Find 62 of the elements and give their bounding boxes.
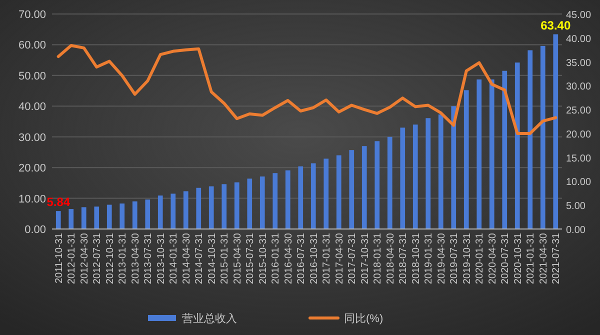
x-tick-label: 2013-01-31 [118, 232, 129, 284]
y2-tick-label: 25.00 [566, 106, 592, 117]
x-tick-label: 2015-04-30 [232, 232, 244, 284]
x-tick-label: 2017-07-31 [347, 232, 358, 284]
y-tick-label: 20.00 [18, 162, 46, 175]
x-tick-label: 2016-04-30 [283, 232, 294, 284]
x-tick-label: 2020-10-31 [512, 232, 524, 284]
x-tick-label: 2012-04-30 [79, 232, 90, 284]
x-tick-label: 2021-01-31 [526, 232, 537, 284]
x-tick-label: 2012-07-31 [92, 232, 104, 284]
y-tick-label: 40.00 [18, 101, 46, 114]
x-tick-label: 2017-10-31 [360, 232, 371, 284]
y2-tick-label: 10.00 [566, 177, 592, 188]
x-tick-label: 2014-10-31 [206, 232, 218, 284]
x-tick-label: 2019-01-31 [424, 232, 435, 284]
x-tick-label: 2021-04-30 [538, 232, 550, 284]
y2-tick-label: 20.00 [566, 129, 592, 140]
legend-label: 营业总收入 [182, 312, 237, 325]
x-tick-label: 2016-01-31 [270, 232, 282, 284]
x-tick-label: 2016-07-31 [296, 232, 308, 284]
y2-tick-label: 35.00 [566, 58, 592, 69]
x-tick-label: 2013-10-31 [156, 232, 167, 284]
data-label: 5.84 [46, 195, 70, 210]
legend-label: 同比(%) [344, 312, 384, 325]
x-tick-label: 2016-10-31 [308, 232, 320, 284]
x-tick-label: 2013-07-31 [143, 232, 154, 284]
x-tick-label: 2019-07-31 [449, 232, 460, 284]
y2-tick-label: 5.00 [566, 201, 586, 212]
x-tick-label: 2017-04-30 [334, 232, 346, 284]
x-tick-label: 2012-01-31 [66, 232, 78, 284]
x-tick-label: 2019-04-30 [436, 232, 448, 284]
x-tick-label: 2018-01-31 [372, 232, 384, 284]
x-tick-label: 2018-10-31 [410, 232, 422, 284]
x-tick-label: 2012-10-31 [104, 232, 116, 284]
y2-tick-label: 15.00 [566, 153, 592, 164]
x-tick-label: 2015-01-31 [220, 232, 231, 284]
y-tick-label: 60.00 [18, 40, 46, 52]
y-tick-label: 10.00 [18, 193, 46, 206]
x-tick-label: 2014-01-31 [168, 232, 180, 284]
x-tick-label: 2013-04-30 [130, 232, 142, 284]
y2-tick-label: 30.00 [566, 82, 592, 93]
y-tick-label: 0.00 [24, 224, 46, 236]
y-tick-label: 50.00 [18, 70, 46, 82]
x-tick-label: 2018-07-31 [398, 232, 410, 284]
x-tick-label: 2014-07-31 [194, 232, 206, 284]
y2-tick-label: 0.00 [566, 225, 586, 236]
x-tick-label: 2020-01-31 [474, 232, 486, 284]
x-tick-label: 2020-07-31 [500, 232, 512, 284]
x-tick-label: 2015-07-31 [245, 232, 256, 284]
y2-tick-label: 40.00 [566, 34, 592, 45]
y-tick-label: 30.00 [18, 132, 46, 144]
x-tick-label: 2017-01-31 [322, 232, 333, 284]
x-tick-label: 2018-04-30 [385, 232, 396, 284]
x-tick-label: 2014-04-30 [181, 232, 192, 284]
x-tick-label: 2015-10-31 [258, 232, 269, 284]
y-tick-label: 70.00 [18, 9, 46, 21]
x-tick-label: 2020-04-30 [487, 232, 498, 284]
data-label: 63.40 [540, 18, 571, 32]
y2-tick-label: 45.00 [566, 10, 592, 21]
x-tick-label: 2021-07-31 [551, 232, 562, 284]
x-tick-label: 2011-10-31 [54, 232, 65, 284]
x-tick-label: 2019-10-31 [462, 232, 473, 284]
